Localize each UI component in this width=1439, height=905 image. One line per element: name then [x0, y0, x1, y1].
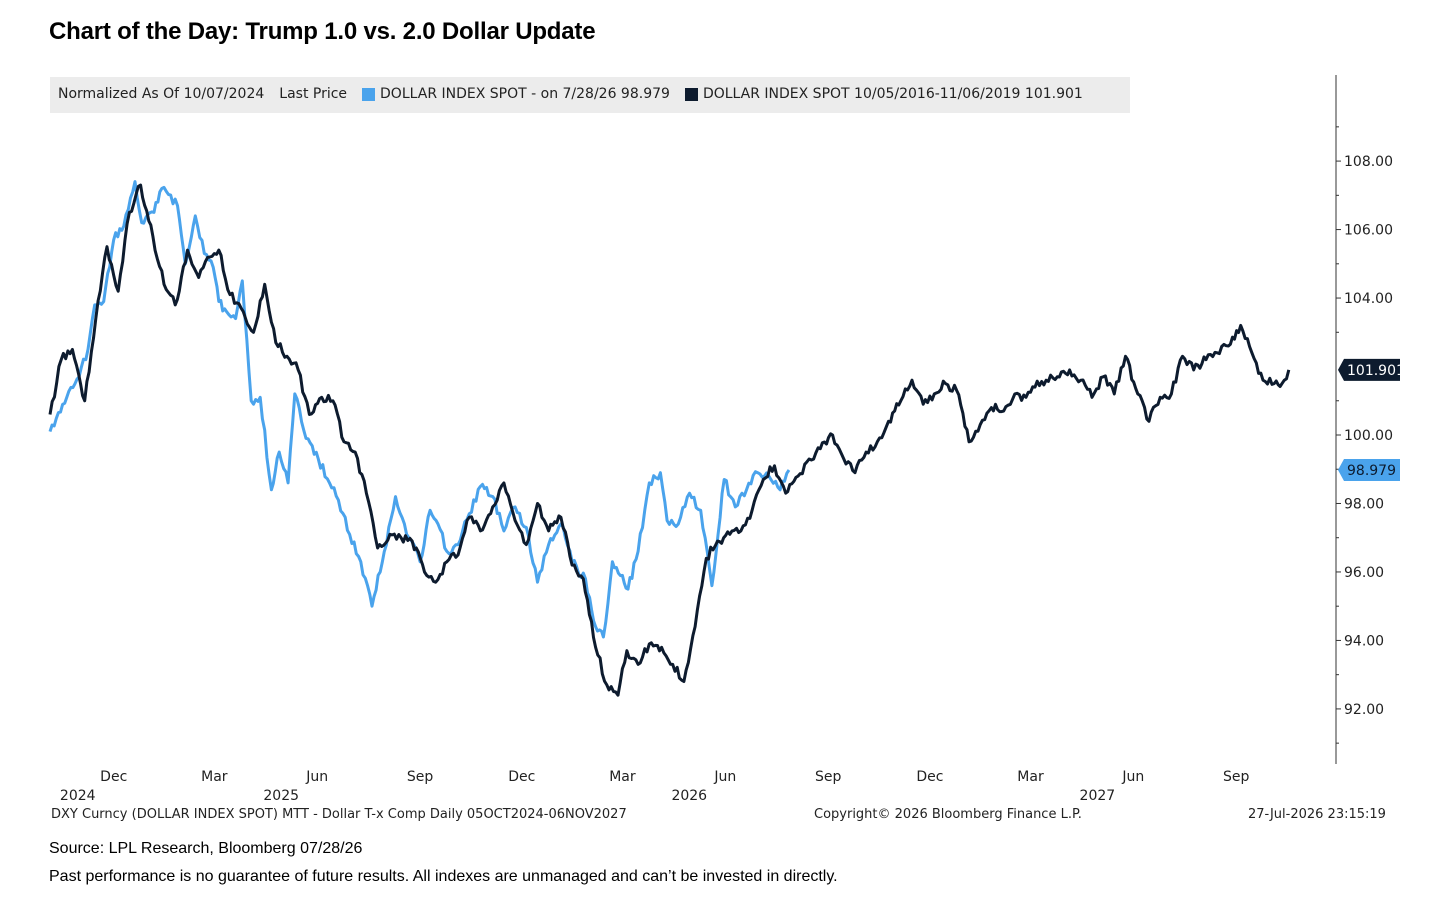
timestamp: 27-Jul-2026 23:15:19	[1248, 807, 1386, 822]
disclaimer: Past performance is no guarantee of futu…	[49, 868, 838, 885]
legend-swatch-series2	[684, 87, 698, 101]
x-tick-label: Dec	[916, 769, 943, 785]
legend-series1: DOLLAR INDEX SPOT - on 7/28/26 98.979	[380, 86, 670, 102]
legend-last-price: Last Price	[279, 86, 348, 102]
series-line-trump-2	[48, 180, 791, 639]
x-tick-label: Sep	[1223, 769, 1250, 785]
last-value-tag	[1338, 358, 1400, 381]
last-value-tag	[1338, 458, 1400, 481]
y-tick-label: 106.00	[1344, 223, 1393, 239]
y-tick-label: 104.00	[1344, 291, 1393, 307]
legend-series2: DOLLAR INDEX SPOT 10/05/2016-11/06/2019 …	[702, 86, 1083, 102]
source-note: Source: LPL Research, Bloomberg 07/28/26	[49, 840, 363, 857]
y-tick-label: 92.00	[1344, 702, 1384, 718]
last-value-label: 98.979	[1347, 463, 1396, 479]
x-tick-label: Mar	[1017, 769, 1044, 785]
y-tick-label: 94.00	[1344, 633, 1384, 649]
x-tick-label: Mar	[201, 769, 228, 785]
y-tick-label: 98.00	[1344, 496, 1384, 512]
last-value-label: 101.901	[1347, 363, 1405, 379]
x-year-label: 2025	[263, 788, 299, 804]
x-tick-label: Dec	[508, 769, 535, 785]
legend-background	[50, 77, 1130, 113]
copyright: Copyright© 2026 Bloomberg Finance L.P.	[814, 807, 1082, 822]
x-year-label: 2026	[671, 788, 707, 804]
legend-normalized: Normalized As Of 10/07/2024	[58, 86, 265, 102]
x-tick-label: Jun	[713, 769, 736, 785]
x-tick-label: Mar	[609, 769, 636, 785]
y-tick-label: 96.00	[1344, 565, 1384, 581]
series-line-trump-1	[48, 183, 1291, 697]
x-year-label: 2024	[60, 788, 96, 804]
x-tick-label: Sep	[407, 769, 434, 785]
x-tick-label: Sep	[815, 769, 842, 785]
x-tick-label: Jun	[305, 769, 328, 785]
y-tick-label: 108.00	[1344, 154, 1393, 170]
chart-title: Chart of the Day: Trump 1.0 vs. 2.0 Doll…	[49, 18, 596, 45]
legend-swatch-series1	[362, 87, 376, 101]
y-tick-label: 100.00	[1344, 428, 1393, 444]
x-tick-label: Dec	[100, 769, 127, 785]
ticker-line: DXY Curncy (DOLLAR INDEX SPOT) MTT - Dol…	[51, 807, 627, 822]
x-tick-label: Jun	[1121, 769, 1144, 785]
x-year-label: 2027	[1080, 788, 1116, 804]
legend: Normalized As Of 10/07/2024 Last Price D…	[58, 86, 1083, 102]
